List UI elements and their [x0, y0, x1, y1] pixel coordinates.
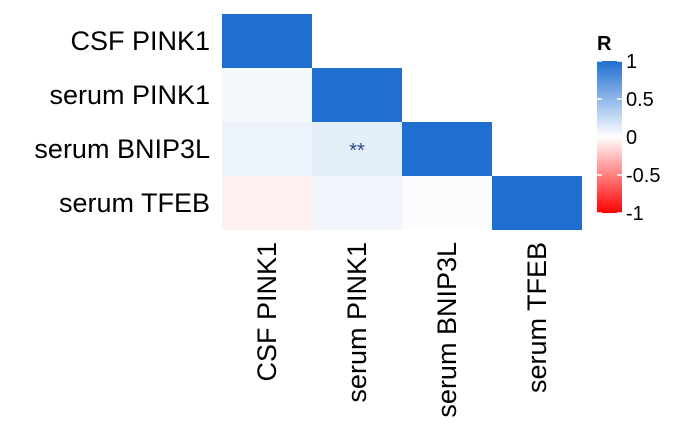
row-label: serum TFEB — [59, 188, 210, 218]
column-label: CSF PINK1 — [252, 242, 282, 382]
heatmap-cell — [312, 122, 402, 176]
heatmap-cell — [492, 176, 582, 230]
legend-ticks: 1 0.5 0 -0.5 -1 — [597, 51, 660, 225]
heatmap-cell — [312, 176, 402, 230]
heatmap-cell — [222, 176, 312, 230]
heatmap-cell — [402, 122, 492, 176]
column-label: serum TFEB — [522, 242, 552, 393]
row-label: serum BNIP3L — [34, 134, 210, 164]
color-legend: R 1 0.5 0 -0.5 -1 — [597, 33, 660, 225]
legend-tick-label: 0 — [626, 127, 637, 149]
legend-title: R — [597, 33, 612, 55]
heatmap-cell — [402, 176, 492, 230]
column-labels: CSF PINK1 serum PINK1 serum BNIP3L serum TF… — [252, 242, 552, 418]
column-label: serum PINK1 — [342, 242, 372, 403]
heatmap-cell — [222, 14, 312, 68]
row-labels: CSF PINK1 serum PINK1 serum BNIP3L serum TF… — [34, 26, 210, 218]
legend-tick-label: 0.5 — [626, 89, 654, 111]
legend-tick-label: -0.5 — [626, 165, 660, 187]
heatmap-cells — [222, 14, 582, 230]
row-label: CSF PINK1 — [70, 26, 210, 56]
row-label: serum PINK1 — [49, 80, 210, 110]
heatmap-cell — [222, 68, 312, 122]
column-label: serum BNIP3L — [432, 242, 462, 418]
legend-tick-label: -1 — [626, 203, 644, 225]
significance-marker: ** — [349, 140, 365, 162]
legend-tick-label: 1 — [626, 51, 637, 73]
heatmap-annotations: ** — [349, 140, 365, 162]
heatmap-cell — [312, 68, 402, 122]
heatmap-cell — [222, 122, 312, 176]
